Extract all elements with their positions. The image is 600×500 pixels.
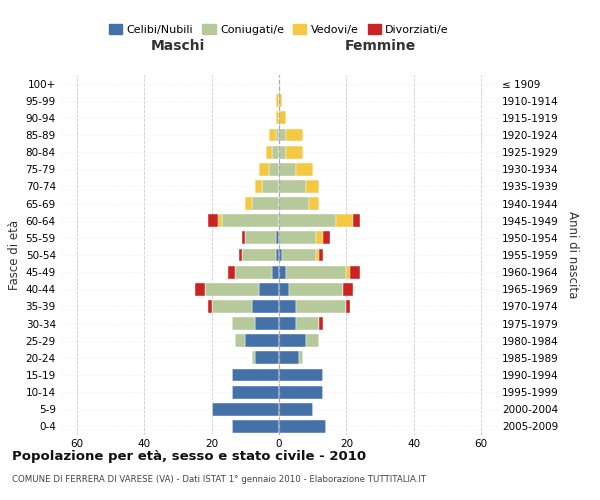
Legend: Celibi/Nubili, Coniugati/e, Vedovi/e, Divorziati/e: Celibi/Nubili, Coniugati/e, Vedovi/e, Di… (104, 20, 454, 39)
Bar (205, 283, 259, 296)
Bar (279, 232, 316, 244)
Bar (266, 146, 272, 158)
Bar (235, 334, 245, 347)
Bar (296, 300, 346, 313)
Bar (242, 232, 245, 244)
Bar (272, 266, 279, 278)
Bar (275, 112, 279, 124)
Bar (279, 128, 286, 141)
Bar (316, 248, 319, 262)
Bar (252, 197, 279, 210)
Bar (286, 128, 302, 141)
Bar (279, 94, 283, 107)
Bar (256, 180, 262, 193)
Bar (245, 334, 279, 347)
Bar (283, 248, 316, 262)
Bar (353, 214, 360, 227)
Bar (262, 180, 279, 193)
Bar (272, 146, 279, 158)
Bar (279, 420, 326, 433)
Bar (279, 180, 306, 193)
Bar (350, 266, 360, 278)
Bar (252, 352, 256, 364)
Bar (296, 163, 313, 175)
Text: COMUNE DI FERRERA DI VARESE (VA) - Dati ISTAT 1° gennaio 2010 - Elaborazione TUT: COMUNE DI FERRERA DI VARESE (VA) - Dati … (12, 475, 426, 484)
Bar (316, 232, 323, 244)
Bar (299, 352, 302, 364)
Bar (269, 128, 275, 141)
Bar (279, 334, 306, 347)
Bar (323, 232, 329, 244)
Bar (245, 232, 275, 244)
Y-axis label: Fasce di età: Fasce di età (8, 220, 22, 290)
Bar (286, 146, 302, 158)
Bar (232, 420, 279, 433)
Bar (289, 283, 343, 296)
Bar (275, 248, 279, 262)
Bar (279, 403, 313, 415)
Text: Maschi: Maschi (151, 40, 205, 54)
Bar (229, 266, 235, 278)
Bar (279, 146, 286, 158)
Bar (256, 317, 279, 330)
Bar (310, 197, 319, 210)
Bar (275, 232, 279, 244)
Bar (242, 248, 275, 262)
Bar (208, 214, 218, 227)
Bar (296, 317, 319, 330)
Bar (195, 283, 205, 296)
Bar (259, 283, 279, 296)
Bar (279, 248, 283, 262)
Bar (232, 386, 279, 398)
Bar (279, 214, 336, 227)
Bar (279, 317, 296, 330)
Bar (222, 214, 279, 227)
Bar (346, 266, 350, 278)
Bar (319, 317, 323, 330)
Bar (256, 352, 279, 364)
Bar (235, 266, 272, 278)
Bar (269, 163, 279, 175)
Bar (275, 94, 279, 107)
Bar (336, 214, 353, 227)
Bar (275, 128, 279, 141)
Bar (279, 163, 296, 175)
Bar (343, 283, 353, 296)
Bar (306, 180, 319, 193)
Bar (252, 300, 279, 313)
Bar (279, 352, 299, 364)
Bar (218, 214, 222, 227)
Bar (279, 283, 289, 296)
Bar (232, 317, 256, 330)
Bar (319, 248, 323, 262)
Bar (239, 248, 242, 262)
Bar (245, 197, 252, 210)
Bar (279, 112, 286, 124)
Bar (212, 403, 279, 415)
Bar (232, 368, 279, 382)
Bar (212, 300, 252, 313)
Bar (346, 300, 350, 313)
Bar (286, 266, 346, 278)
Y-axis label: Anni di nascita: Anni di nascita (566, 212, 579, 298)
Bar (279, 197, 310, 210)
Text: Femmine: Femmine (344, 40, 416, 54)
Bar (279, 386, 323, 398)
Bar (259, 163, 269, 175)
Bar (279, 368, 323, 382)
Bar (279, 266, 286, 278)
Bar (306, 334, 319, 347)
Text: Popolazione per età, sesso e stato civile - 2010: Popolazione per età, sesso e stato civil… (12, 450, 366, 463)
Bar (279, 300, 296, 313)
Bar (208, 300, 212, 313)
